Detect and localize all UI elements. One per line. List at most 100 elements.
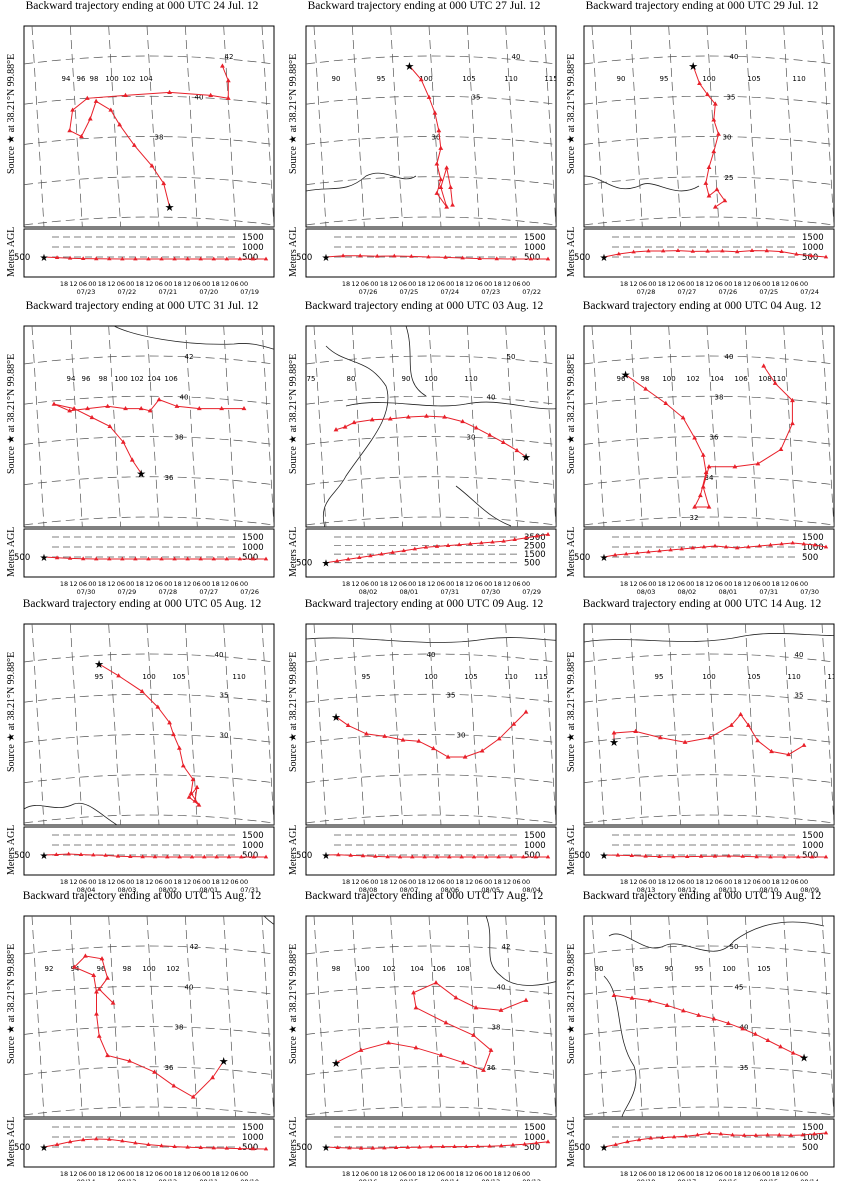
hour-tick-label: 12 [705, 280, 713, 288]
source-star-icon: ★ [799, 1052, 809, 1065]
trajectory-marker [436, 128, 442, 133]
hour-tick-label: 18 [211, 580, 219, 588]
parallel [24, 216, 274, 226]
height-marker [754, 854, 759, 859]
meridian [108, 326, 122, 527]
height-marker [705, 248, 710, 253]
trajectory-marker [174, 403, 180, 408]
trajectory-marker [711, 148, 717, 154]
lon-label: 100 [702, 673, 715, 681]
hour-tick-label: 06 [155, 1170, 163, 1178]
height-source-star-icon: ★ [600, 553, 609, 564]
lon-label: 110 [504, 75, 517, 83]
hour-tick-label: 18 [771, 878, 779, 886]
hour-tick-label: 06 [790, 580, 798, 588]
meridian [821, 916, 834, 1117]
height-marker [512, 537, 517, 541]
hour-tick-label: 12 [145, 1170, 153, 1178]
trajectory-marker [219, 405, 225, 411]
hour-tick-label: 00 [370, 1170, 378, 1178]
height-frame [23, 1118, 275, 1168]
height-frame [23, 826, 275, 876]
hour-tick-label: 06 [437, 878, 445, 886]
trajectory-marker [514, 447, 520, 453]
hour-tick-label: 06 [512, 580, 520, 588]
coastline [485, 916, 556, 986]
meridian [313, 26, 327, 227]
parallel [306, 176, 556, 186]
hour-tick-label: 18 [380, 580, 388, 588]
meridian [390, 916, 404, 1117]
lon-label: 80 [595, 965, 604, 973]
meridian [629, 624, 643, 825]
height-marker [534, 1140, 539, 1145]
parallel [306, 693, 556, 703]
hour-tick-label: 00 [686, 280, 694, 288]
height-marker [54, 555, 60, 560]
lon-label: 105 [747, 673, 760, 681]
lon-label: 95 [695, 965, 704, 973]
lon-label: 102 [166, 965, 179, 973]
date-tick-label: 08/11 [199, 1178, 218, 1181]
height-source-star-icon: ★ [322, 253, 331, 264]
height-tick-label: 1500 [524, 233, 546, 243]
parallel [24, 95, 274, 105]
height-marker [423, 544, 429, 549]
height-marker [78, 852, 84, 856]
trajectory-marker [657, 734, 663, 740]
trajectory-marker [448, 184, 453, 190]
height-marker [730, 1132, 735, 1137]
height-marker [501, 538, 506, 543]
hour-tick-label: 18 [211, 280, 219, 288]
hour-tick-label: 06 [512, 878, 520, 886]
height-marker [777, 1132, 782, 1137]
height-marker [790, 540, 795, 545]
height-marker [237, 256, 243, 261]
map-layer: 90 95 100 105 110 115 40 35 30 ★ [306, 26, 556, 227]
height-marker [159, 256, 164, 261]
height-marker [198, 556, 203, 561]
trajectory-line [409, 65, 453, 208]
meridian [313, 916, 327, 1117]
height-marker [800, 1132, 805, 1137]
hour-tick-label: 00 [126, 280, 134, 288]
start-height-label: 500 [574, 253, 590, 263]
hour-tick-label: 12 [183, 280, 191, 288]
meridian [261, 624, 274, 825]
height-marker [471, 854, 477, 859]
hour-tick-label: 12 [351, 580, 359, 588]
trajectory-marker [462, 754, 468, 759]
date-tick-label: 07/30 [800, 588, 819, 596]
hour-tick-label: 00 [800, 1170, 808, 1178]
trajectory-marker [703, 469, 709, 475]
meridian [69, 624, 83, 825]
height-marker [412, 546, 417, 551]
height-marker [521, 854, 526, 859]
trajectory-marker [116, 673, 122, 678]
height-marker [172, 1144, 177, 1148]
meridian [69, 916, 83, 1117]
hour-tick-label: 12 [427, 280, 435, 288]
coastline [24, 802, 118, 825]
hour-tick-label: 18 [493, 280, 501, 288]
hour-tick-label: 18 [136, 1170, 144, 1178]
trajectory-marker [94, 989, 99, 994]
height-marker [809, 253, 814, 258]
lon-label: 95 [362, 673, 371, 681]
height-frame [583, 826, 835, 876]
meridian [146, 916, 160, 1117]
height-tick-label: 500 [802, 253, 818, 263]
height-marker [368, 553, 373, 558]
meridian [313, 326, 327, 527]
lon-label: 104 [139, 75, 153, 83]
hour-tick-label: 06 [715, 580, 723, 588]
trajectory-panel: Backward trajectory ending at 000 UTC 17… [288, 890, 558, 1181]
hour-tick-label: 06 [155, 280, 163, 288]
hour-tick-label: 06 [155, 878, 163, 886]
hour-tick-label: 18 [771, 1170, 779, 1178]
hour-tick-label: 00 [408, 1170, 416, 1178]
trajectory-marker [225, 78, 231, 83]
height-marker [508, 854, 514, 859]
start-height-label: 500 [14, 1143, 30, 1153]
